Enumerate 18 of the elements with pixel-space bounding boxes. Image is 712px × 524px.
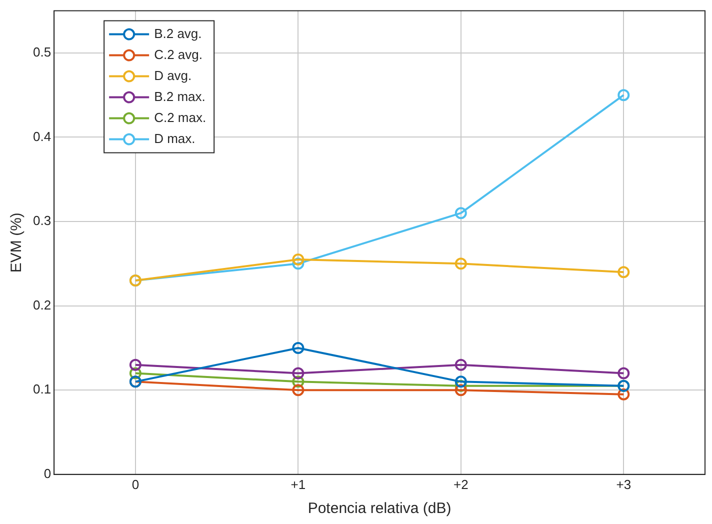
- y-axis-title: EVM (%): [8, 212, 26, 273]
- legend-label: C.2 avg.: [154, 46, 202, 62]
- legend-label: D max.: [154, 130, 196, 146]
- legend-label: B.2 max.: [154, 88, 206, 104]
- x-tick-label: 0: [132, 476, 140, 492]
- y-tick-label: 0: [44, 466, 52, 481]
- legend-label: C.2 max.: [154, 110, 206, 125]
- x-axis-title: Potencia relativa (dB): [308, 500, 452, 518]
- legend-label: B.2 avg.: [154, 26, 202, 41]
- y-tick-label: 0.4: [32, 128, 52, 144]
- x-tick-label: +3: [616, 476, 632, 492]
- x-tick-label: +2: [453, 476, 468, 492]
- y-tick-label: 0.5: [32, 44, 52, 60]
- y-tick-label: 0.2: [32, 297, 52, 312]
- legend-label: D avg.: [154, 68, 192, 83]
- x-tick-label: +1: [290, 476, 306, 492]
- y-tick-label: 0.3: [32, 213, 52, 228]
- y-tick-label: 0.1: [32, 382, 52, 397]
